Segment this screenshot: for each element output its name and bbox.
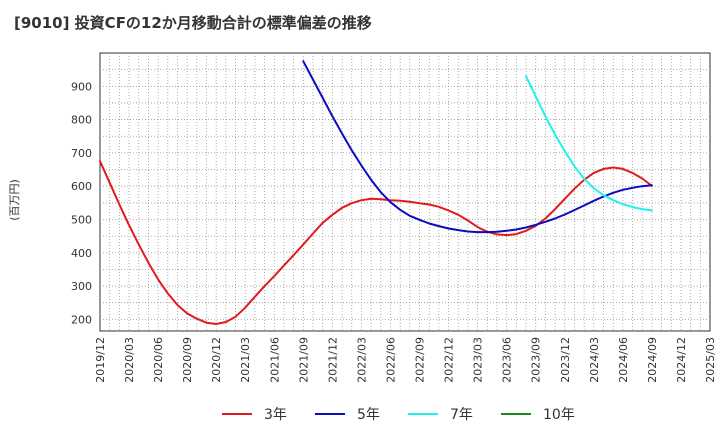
x-tick-label: 2020/09 [181,337,194,383]
x-tick-label: 2024/12 [675,337,688,383]
x-tick-label: 2021/06 [268,337,281,383]
y-axis-label: (百万円) [8,179,21,221]
series-layer [99,60,653,325]
x-tick-label: 2019/12 [94,337,107,383]
x-tick-label: 2024/09 [646,337,659,383]
y-axis: 200 300 400 500 600 700 800 900 [71,80,92,326]
y-tick-label: 300 [71,280,92,293]
y-tick-label: 600 [71,180,92,193]
series-line-5年 [302,60,653,234]
x-tick-label: 2024/03 [588,337,601,383]
x-tick-label: 2021/12 [326,337,339,383]
series-line-3年 [99,160,653,325]
y-tick-label: 200 [71,313,92,326]
x-tick-label: 2023/03 [472,337,485,383]
x-tick-label: 2020/12 [210,337,223,383]
legend-label-3年: 3年 [264,407,287,423]
legend-label-5年: 5年 [357,407,380,423]
legend-label-7年: 7年 [450,407,473,423]
x-tick-label: 2022/03 [355,337,368,383]
x-tick-label: 2022/12 [443,337,456,383]
x-tick-label: 2024/06 [617,337,630,383]
y-tick-label: 500 [71,213,92,226]
x-tick-label: 2022/06 [384,337,397,383]
x-axis: 2019/12 2020/03 2020/06 2020/09 2020/12 2021/… [94,337,717,383]
chart-title: [9010] 投資CFの12か月移動合計の標準偏差の推移 [14,14,372,32]
x-tick-label: 2023/06 [501,337,514,383]
plot-area [99,52,711,332]
legend: 3年 5年 7年 10年 [222,407,575,423]
y-tick-label: 800 [71,114,92,127]
grid [100,53,710,331]
x-tick-label: 2025/03 [704,337,717,383]
legend-label-10年: 10年 [543,407,575,423]
x-tick-label: 2021/09 [297,337,310,383]
x-tick-label: 2021/03 [239,337,252,383]
x-tick-label: 2023/12 [559,337,572,383]
x-tick-label: 2022/09 [414,337,427,383]
y-tick-label: 900 [71,80,92,93]
series-line-7年 [525,75,653,212]
x-tick-label: 2020/03 [123,337,136,383]
y-tick-label: 400 [71,247,92,260]
x-tick-label: 2020/06 [152,337,165,383]
y-tick-label: 700 [71,147,92,160]
x-tick-label: 2023/09 [530,337,543,383]
